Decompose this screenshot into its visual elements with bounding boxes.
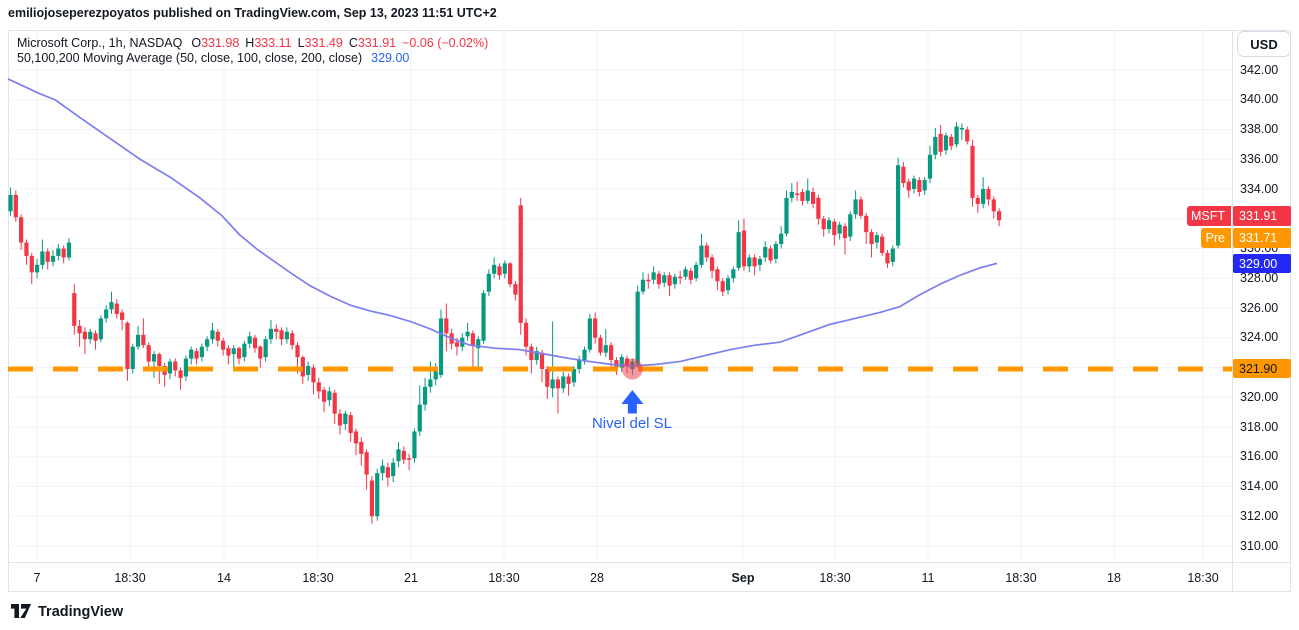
price-axis-label: 310.00 xyxy=(1240,538,1279,553)
price-axis-label: 316.00 xyxy=(1240,449,1279,464)
time-axis-label: 18 xyxy=(1107,571,1121,585)
time-axis-label: Sep xyxy=(731,571,755,585)
sl-hit-marker-circle xyxy=(621,358,643,380)
sl-price-badge: 321.90 xyxy=(1233,359,1291,378)
last-price-value: 331.91 xyxy=(1233,206,1291,226)
legend-symbol: Microsoft Corp., 1h, NASDAQ xyxy=(17,36,183,50)
price-axis-label: 328.00 xyxy=(1240,270,1279,285)
tradingview-logo-link[interactable]: TradingView xyxy=(10,603,123,620)
ma-price-badge: 329.00 xyxy=(1233,254,1291,273)
price-axis-label: 326.00 xyxy=(1240,300,1279,315)
attribution-text: emiliojoseperezpoyatos published on Trad… xyxy=(8,6,497,20)
time-axis-label: 18:30 xyxy=(1005,571,1037,585)
price-axis-label: 338.00 xyxy=(1240,122,1279,136)
symbol-tag: MSFT xyxy=(1187,206,1231,226)
legend-indicator-row[interactable]: 50,100,200 Moving Average (50, close, 10… xyxy=(17,51,409,65)
moving-average-line xyxy=(7,78,998,367)
time-axis-label: 28 xyxy=(590,571,604,585)
tradingview-logo-icon xyxy=(11,604,31,618)
price-axis-label: 314.00 xyxy=(1240,479,1279,493)
ma-price-value: 329.00 xyxy=(1233,254,1291,273)
time-axis-label: 18:30 xyxy=(114,571,146,585)
sl-price-value: 321.90 xyxy=(1233,359,1291,378)
time-axis-label: 18:30 xyxy=(819,571,851,585)
time-axis-label: 18:30 xyxy=(302,571,334,585)
ohlc-c-value: 331.91 xyxy=(357,36,397,50)
ma-indicator-title: 50,100,200 Moving Average (50, close, 10… xyxy=(17,51,363,65)
premarket-price-value: 331.71 xyxy=(1233,228,1291,248)
premarket-tag: Pre xyxy=(1201,228,1231,248)
time-axis-label: 14 xyxy=(217,571,231,585)
up-arrow-icon xyxy=(621,389,644,414)
price-axis-label: 312.00 xyxy=(1240,508,1279,523)
legend-symbol-row[interactable]: Microsoft Corp., 1h, NASDAQ O331.98 H333.1… xyxy=(17,36,488,50)
ohlc-o-label: O xyxy=(191,36,202,50)
price-axis-label: 340.00 xyxy=(1240,92,1279,107)
time-axis-label: 18:30 xyxy=(1187,571,1219,585)
price-axis-label: 320.00 xyxy=(1240,389,1279,404)
price-axis-label: 334.00 xyxy=(1240,181,1279,196)
ohlc-h-label: H xyxy=(245,36,255,50)
ma-indicator-value: 329.00 xyxy=(371,51,410,65)
chart-panel-border xyxy=(8,30,1291,592)
price-axis-label: 318.00 xyxy=(1240,419,1279,434)
time-axis-label: 21 xyxy=(404,571,418,585)
time-axis-separator xyxy=(8,562,1291,563)
price-axis-separator xyxy=(1232,30,1233,592)
ohlc-l-label: L xyxy=(297,36,305,50)
candlestick-series xyxy=(8,122,1002,524)
time-axis-label: 18:30 xyxy=(488,571,520,585)
price-axis-label: 336.00 xyxy=(1240,151,1279,166)
ohlc-c-label: C xyxy=(348,36,358,50)
time-axis-label: 7 xyxy=(33,571,41,585)
time-axis-label: 11 xyxy=(921,571,935,585)
ohlc-o-value: 331.98 xyxy=(201,36,240,50)
gridlines xyxy=(8,30,1232,562)
tradingview-logo-text: TradingView xyxy=(38,603,124,620)
change-value: −0.06 (−0.02%) xyxy=(402,36,489,50)
last-price-badge: MSFT 331.91 xyxy=(1187,206,1291,226)
ohlc-h-value: 333.11 xyxy=(254,36,292,50)
price-axis-label: 324.00 xyxy=(1240,330,1279,345)
premarket-price-badge: Pre 331.71 xyxy=(1201,228,1291,248)
ohlc-l-value: 331.49 xyxy=(304,36,343,50)
sl-annotation-label: Nivel del SL xyxy=(591,415,673,432)
price-axis-label: 342.00 xyxy=(1240,62,1279,77)
currency-usd-button[interactable]: USD xyxy=(1237,31,1291,57)
